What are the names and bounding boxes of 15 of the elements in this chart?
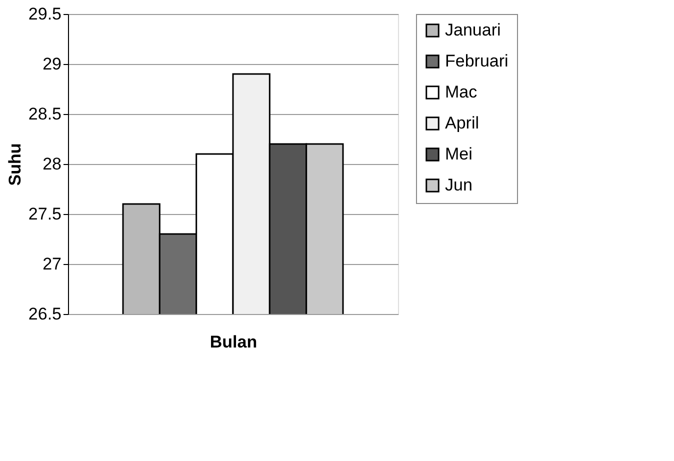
legend-label: Jun — [445, 176, 472, 194]
legend-label: April — [445, 114, 480, 132]
y-tick-label: 26.5 — [28, 304, 62, 324]
y-tick-label: 27 — [42, 254, 62, 274]
y-axis-title: Suhu — [5, 143, 24, 186]
x-axis-title: Bulan — [210, 332, 258, 352]
legend-label: Mac — [445, 82, 478, 102]
legend-label: Mei — [445, 144, 472, 164]
y-tick-label: 28 — [42, 154, 62, 174]
legend-label: Februari — [445, 52, 508, 70]
y-tick-label: 28.5 — [28, 104, 62, 124]
legend-label: Januari — [445, 20, 501, 40]
y-tick-label: 29.5 — [28, 4, 62, 24]
y-tick-label: 27.5 — [28, 204, 62, 224]
y-tick-label: 29 — [42, 54, 62, 74]
